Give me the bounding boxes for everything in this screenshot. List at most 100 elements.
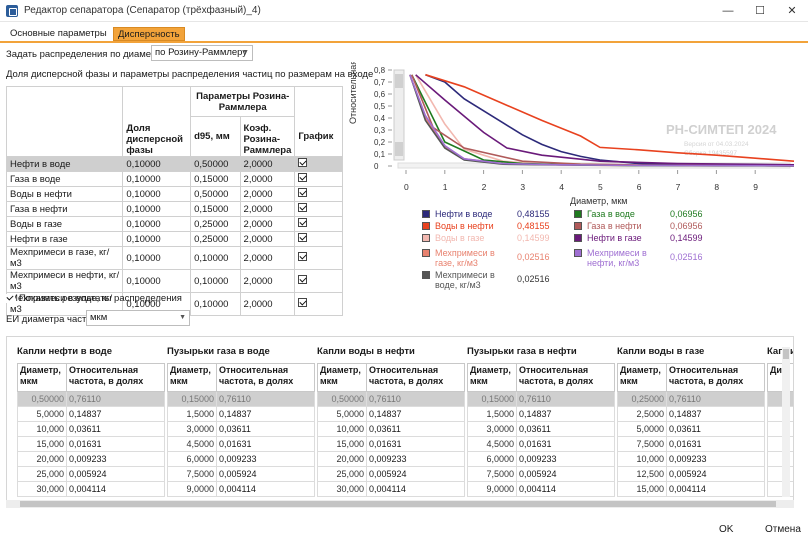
table-row[interactable]: 10,000 0,009233 <box>617 451 765 467</box>
row-coef[interactable]: 2,0000 <box>239 269 296 293</box>
table-row[interactable] <box>767 391 793 407</box>
chart-checkbox[interactable] <box>298 173 308 182</box>
zoom-scrollbar[interactable] <box>393 69 405 161</box>
row-d95[interactable]: 0,50000 <box>190 186 241 202</box>
table-row[interactable]: 15,000 0,01631 <box>17 436 165 452</box>
ok-button[interactable]: OK <box>719 524 734 535</box>
minimize-button[interactable]: — <box>722 5 734 17</box>
table-row[interactable]: 3,0000 0,03611 <box>467 421 615 437</box>
table-row[interactable] <box>767 421 793 437</box>
table-row[interactable]: 15,000 0,004114 <box>617 481 765 497</box>
table-row[interactable]: Нефти в воде 0,10000 0,50000 2,0000 <box>5 156 343 172</box>
table-row[interactable] <box>767 466 793 482</box>
table-row[interactable]: 3,0000 0,03611 <box>167 421 315 437</box>
tab-dispersity[interactable]: Дисперсность <box>113 27 185 41</box>
results-hscrollbar[interactable] <box>6 500 794 508</box>
table-row[interactable]: 30,000 0,004114 <box>17 481 165 497</box>
table-row[interactable]: 0,25000 0,76110 <box>617 391 765 407</box>
tab-main-params[interactable]: Основные параметры <box>10 28 107 39</box>
close-button[interactable]: ✕ <box>787 5 797 17</box>
row-d95[interactable]: 0,25000 <box>190 231 241 247</box>
chart-checkbox[interactable] <box>298 158 308 167</box>
distribution-select[interactable]: по Розину-Раммлеру ▼ <box>151 45 253 61</box>
chart-checkbox[interactable] <box>298 233 308 242</box>
chart-checkbox[interactable] <box>298 252 308 261</box>
table-row[interactable]: 0,15000 0,76110 <box>467 391 615 407</box>
table-row[interactable]: 1,5000 0,14837 <box>467 406 615 422</box>
table-row[interactable] <box>767 436 793 452</box>
table-row[interactable]: Мехпримеси в газе, кг/м3 0,10000 0,10000… <box>5 246 343 270</box>
table-row[interactable]: 7,5000 0,005924 <box>467 466 615 482</box>
table-row[interactable]: 5,0000 0,14837 <box>317 406 465 422</box>
row-share[interactable]: 0,10000 <box>122 231 192 247</box>
chart-checkbox[interactable] <box>298 298 308 307</box>
table-row[interactable]: 9,0000 0,004114 <box>167 481 315 497</box>
row-share[interactable]: 0,10000 <box>122 246 192 270</box>
maximize-button[interactable]: ☐ <box>755 5 765 17</box>
row-share[interactable]: 0,10000 <box>122 186 192 202</box>
row-share[interactable]: 0,10000 <box>122 201 192 217</box>
results-vscrollbar[interactable] <box>782 347 790 497</box>
row-share[interactable]: 0,10000 <box>122 156 192 172</box>
table-row[interactable]: 6,0000 0,009233 <box>467 451 615 467</box>
row-share[interactable]: 0,10000 <box>122 216 192 232</box>
frequency-chart[interactable]: Относительная частота 0 0,1 0,2 0,3 0,4 0,5 0,… <box>344 62 808 268</box>
row-d95[interactable]: 0,15000 <box>190 201 241 217</box>
row-share[interactable]: 0,10000 <box>122 269 192 293</box>
table-row[interactable]: 4,5000 0,01631 <box>167 436 315 452</box>
row-coef[interactable]: 2,0000 <box>239 171 296 187</box>
table-row[interactable]: Нефти в газе 0,10000 0,25000 2,0000 <box>5 231 343 247</box>
table-row[interactable]: 30,000 0,004114 <box>317 481 465 497</box>
table-row[interactable]: 0,15000 0,76110 <box>167 391 315 407</box>
table-row[interactable]: 5,0000 0,03611 <box>617 421 765 437</box>
row-d95[interactable]: 0,10000 <box>190 269 241 293</box>
row-coef[interactable]: 2,0000 <box>239 216 296 232</box>
results-vscrollbar-thumb[interactable] <box>783 349 789 359</box>
row-d95[interactable]: 0,10000 <box>190 292 241 316</box>
table-row[interactable]: 12,500 0,005924 <box>617 466 765 482</box>
table-row[interactable]: 7,5000 0,005924 <box>167 466 315 482</box>
row-coef[interactable]: 2,0000 <box>239 231 296 247</box>
cancel-button[interactable]: Отмена <box>765 524 801 535</box>
row-coef[interactable]: 2,0000 <box>239 156 296 172</box>
table-row[interactable]: Мехпримеси в нефти, кг/м3 0,10000 0,1000… <box>5 269 343 293</box>
table-row[interactable]: Мехпримеси в воде, кг/м3 0,10000 0,10000… <box>5 292 343 316</box>
table-row[interactable]: 20,000 0,009233 <box>317 451 465 467</box>
table-row[interactable]: 4,5000 0,01631 <box>467 436 615 452</box>
row-d95[interactable]: 0,25000 <box>190 216 241 232</box>
row-coef[interactable]: 2,0000 <box>239 201 296 217</box>
table-row[interactable]: 6,0000 0,009233 <box>167 451 315 467</box>
table-row[interactable]: 5,0000 0,14837 <box>17 406 165 422</box>
table-row[interactable]: 2,5000 0,14837 <box>617 406 765 422</box>
table-row[interactable] <box>767 451 793 467</box>
show-results-checkbox[interactable] <box>6 294 15 303</box>
results-hscrollbar-thumb[interactable] <box>20 501 776 507</box>
row-d95[interactable]: 0,50000 <box>190 156 241 172</box>
row-coef[interactable]: 2,0000 <box>239 186 296 202</box>
row-coef[interactable]: 2,0000 <box>239 246 296 270</box>
chart-checkbox[interactable] <box>298 218 308 227</box>
table-row[interactable]: 20,000 0,009233 <box>17 451 165 467</box>
table-row[interactable]: Воды в газе 0,10000 0,25000 2,0000 <box>5 216 343 232</box>
table-row[interactable]: 1,5000 0,14837 <box>167 406 315 422</box>
table-row[interactable]: Газа в воде 0,10000 0,15000 2,0000 <box>5 171 343 187</box>
table-row[interactable]: Воды в нефти 0,10000 0,50000 2,0000 <box>5 186 343 202</box>
chart-checkbox[interactable] <box>298 188 308 197</box>
chart-checkbox[interactable] <box>298 275 308 284</box>
table-row[interactable]: 25,000 0,005924 <box>317 466 465 482</box>
table-row[interactable]: 10,000 0,03611 <box>317 421 465 437</box>
table-row[interactable]: 9,0000 0,004114 <box>467 481 615 497</box>
table-row[interactable]: 0,50000 0,76110 <box>17 391 165 407</box>
table-row[interactable] <box>767 406 793 422</box>
row-d95[interactable]: 0,10000 <box>190 246 241 270</box>
unit-select[interactable]: мкм ▼ <box>86 310 190 326</box>
row-share[interactable]: 0,10000 <box>122 171 192 187</box>
chart-checkbox[interactable] <box>298 203 308 212</box>
row-coef[interactable]: 2,0000 <box>239 292 296 316</box>
zoom-scrollbar-thumb-bottom[interactable] <box>395 142 403 156</box>
table-row[interactable]: 10,000 0,03611 <box>17 421 165 437</box>
table-row[interactable]: 0,50000 0,76110 <box>317 391 465 407</box>
table-row[interactable]: 15,000 0,01631 <box>317 436 465 452</box>
table-row[interactable]: 25,000 0,005924 <box>17 466 165 482</box>
table-row[interactable]: 7,5000 0,01631 <box>617 436 765 452</box>
